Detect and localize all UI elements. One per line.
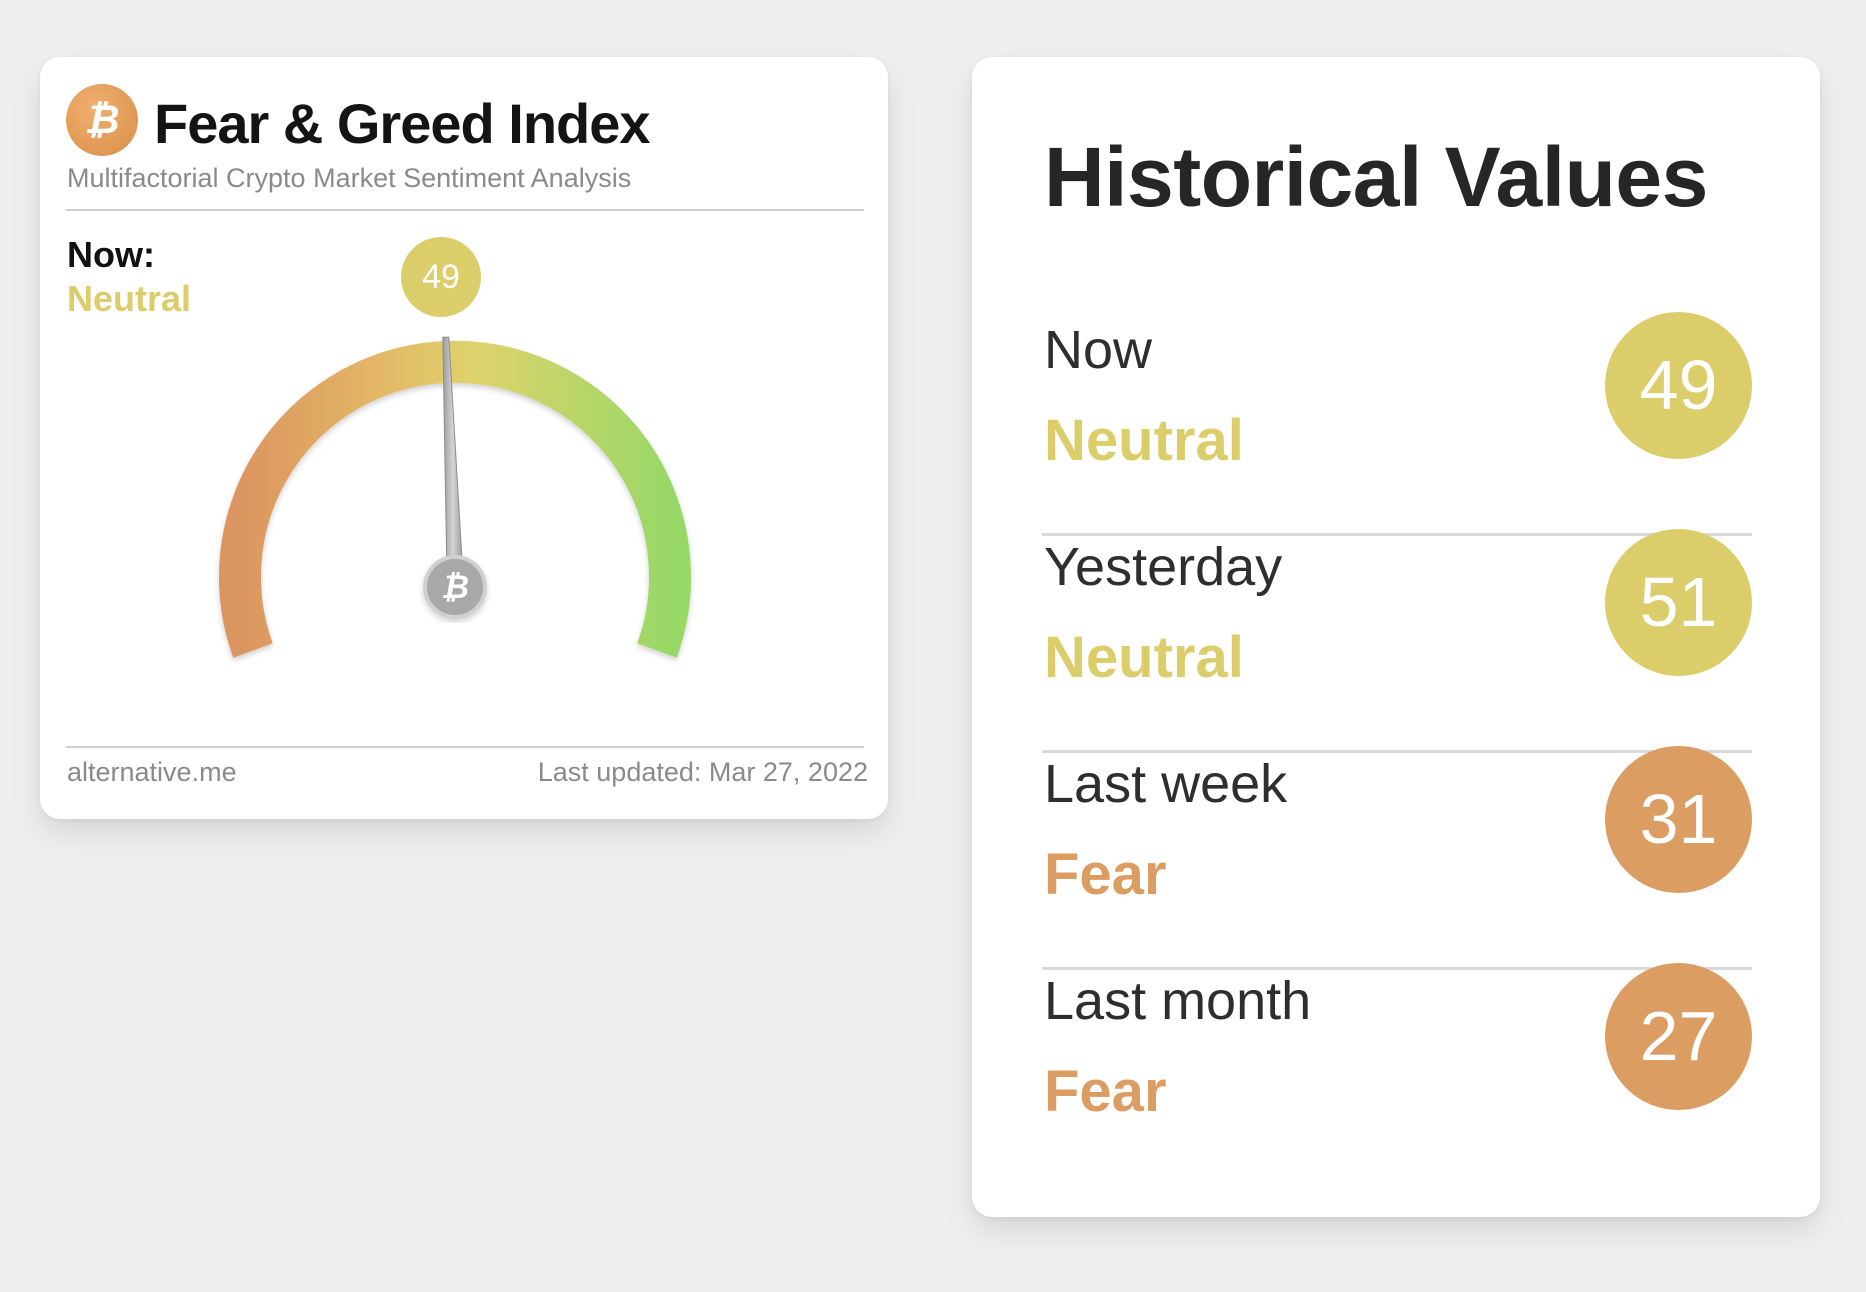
gauge-arc <box>219 340 691 658</box>
bitcoin-icon: ₿ <box>66 84 138 156</box>
row-divider <box>1042 750 1752 753</box>
last-updated: Last updated: Mar 27, 2022 <box>537 757 868 787</box>
row-divider <box>1042 967 1752 970</box>
historical-title: Historical Values <box>1044 130 1708 224</box>
row-value-circle: 51 <box>1605 529 1752 676</box>
row-status: Neutral <box>1044 625 1244 690</box>
fear-greed-card: ₿ Fear & Greed Index Multifactorial Cryp… <box>40 57 888 819</box>
footer-divider <box>66 746 864 748</box>
history-row-last-week: Last week Fear 31 <box>1042 746 1752 970</box>
sentiment-gauge: ₿ <box>219 336 691 658</box>
row-status: Neutral <box>1044 408 1244 473</box>
row-status: Fear <box>1044 1059 1167 1124</box>
source-link[interactable]: alternative.me <box>67 757 237 787</box>
row-value-circle: 27 <box>1605 963 1752 1110</box>
row-divider <box>1042 533 1752 536</box>
history-row-yesterday: Yesterday Neutral 51 <box>1042 529 1752 753</box>
svg-text:₿: ₿ <box>441 568 469 606</box>
row-label: Now <box>1044 320 1153 380</box>
row-value-circle: 31 <box>1605 746 1752 893</box>
row-label: Last week <box>1044 754 1288 814</box>
now-status: Neutral <box>67 278 192 319</box>
row-status: Fear <box>1044 842 1167 907</box>
history-row-last-month: Last month Fear 27 <box>1042 963 1752 1187</box>
divider <box>66 209 864 211</box>
now-label: Now: <box>67 234 155 275</box>
row-label: Last month <box>1044 971 1312 1031</box>
card-title: Fear & Greed Index <box>154 92 651 155</box>
bitcoin-icon: ₿ <box>423 555 487 619</box>
row-label: Yesterday <box>1044 537 1283 597</box>
value-bubble: 49 <box>401 237 481 317</box>
history-row-now: Now Neutral 49 <box>1042 312 1752 536</box>
row-value-circle: 49 <box>1605 312 1752 459</box>
historical-values-card: Historical Values Now Neutral 49 Yesterd… <box>972 57 1820 1217</box>
card-subtitle: Multifactorial Crypto Market Sentiment A… <box>67 163 632 193</box>
